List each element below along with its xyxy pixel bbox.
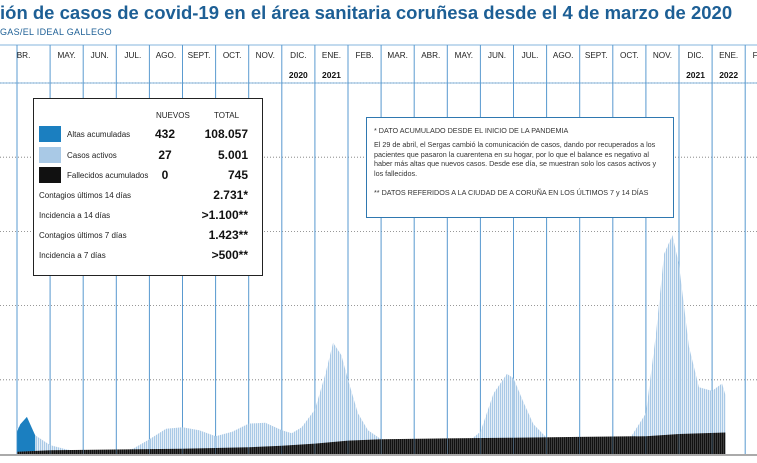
legend-row-fallecidos: Fallecidos acumulados 0 745 <box>39 167 259 184</box>
legend-header-total: TOTAL <box>214 111 240 120</box>
month-label: NOV. <box>256 51 275 60</box>
legend-header-new: NUEVOS <box>156 111 190 120</box>
stat-value: 1.423** <box>208 228 248 242</box>
series-activos-area <box>17 235 726 454</box>
legend-total-value: 745 <box>227 168 248 182</box>
legend-label: Casos activos <box>67 151 117 160</box>
month-label: FEB. <box>753 51 757 60</box>
month-label: NOV. <box>653 51 672 60</box>
month-label: AGO. <box>553 51 573 60</box>
month-label: OCT. <box>620 51 639 60</box>
month-label: SEPT. <box>585 51 608 60</box>
legend-label: Altas acumuladas <box>67 130 131 139</box>
month-label: DIC. <box>290 51 306 60</box>
month-label: FEB. <box>355 51 373 60</box>
legend-new-value: 0 <box>161 168 169 182</box>
month-label: MAY. <box>57 51 75 60</box>
stat-label: Incidencia a 14 días <box>39 211 111 220</box>
legend-row-activos: Casos activos 27 5.001 <box>39 147 259 164</box>
month-label: MAR. <box>387 51 407 60</box>
note-city-data: ** DATOS REFERIDOS A LA CIUDAD DE A CORU… <box>374 188 649 197</box>
month-label: JUL. <box>522 51 539 60</box>
month-label: OCT. <box>223 51 242 60</box>
month-label: SEPT. <box>188 51 211 60</box>
legend-box: NUEVOS TOTAL Altas acumuladas 432 108.05… <box>33 98 263 276</box>
series-altas-area <box>17 416 36 454</box>
note-cumulative: * DATO ACUMULADO DESDE EL INICIO DE LA P… <box>374 126 569 135</box>
month-label: AGO. <box>156 51 176 60</box>
activos-swatch <box>39 147 61 163</box>
month-label: ABR. <box>421 51 440 60</box>
legend-new-value: 432 <box>154 127 176 141</box>
month-label: JUN. <box>91 51 109 60</box>
legend-label: Fallecidos acumulados <box>67 171 149 180</box>
month-label: JUL. <box>124 51 141 60</box>
chart-title: ión de casos de covid-19 en el área sani… <box>0 2 733 23</box>
series-fallecidos-area <box>17 432 726 454</box>
stat-row: Incidencia a 14 días >1.100** <box>39 207 259 224</box>
year-label: 2021 <box>686 70 705 80</box>
stat-value: >1.100** <box>201 208 248 222</box>
notes-box: * DATO ACUMULADO DESDE EL INICIO DE LA P… <box>366 117 674 218</box>
legend-total-value: 108.057 <box>204 127 248 141</box>
stat-label: Incidencia a 7 días <box>39 251 106 260</box>
stat-row: Incidencia a 7 días >500** <box>39 247 259 264</box>
stat-label: Contagios últimos 14 días <box>39 191 132 200</box>
year-label: 2020 <box>289 70 308 80</box>
chart-source: GAS/EL IDEAL GALLEGO <box>0 27 112 37</box>
stat-value: >500** <box>211 248 248 262</box>
fallecidos-swatch <box>39 167 61 183</box>
month-label: BR. <box>17 51 31 60</box>
month-label: ENE. <box>719 51 738 60</box>
stat-row: Contagios últimos 7 días 1.423** <box>39 227 259 244</box>
legend-total-value: 5.001 <box>217 148 248 162</box>
month-label: JUN. <box>488 51 506 60</box>
year-label: 2021 <box>322 70 341 80</box>
month-label: DIC. <box>687 51 703 60</box>
year-label: 2022 <box>719 70 738 80</box>
stat-label: Contagios últimos 7 días <box>39 231 127 240</box>
month-label: MAY. <box>455 51 473 60</box>
legend-row-altas: Altas acumuladas 432 108.057 <box>39 126 259 143</box>
stat-row: Contagios últimos 14 días 2.731* <box>39 187 259 204</box>
note-sergas-change: El 29 de abril, el Sergas cambió la comu… <box>374 140 657 178</box>
month-label: ENE. <box>322 51 341 60</box>
stat-value: 2.731* <box>213 188 248 202</box>
legend-new-value: 27 <box>158 148 172 162</box>
altas-swatch <box>39 126 61 142</box>
